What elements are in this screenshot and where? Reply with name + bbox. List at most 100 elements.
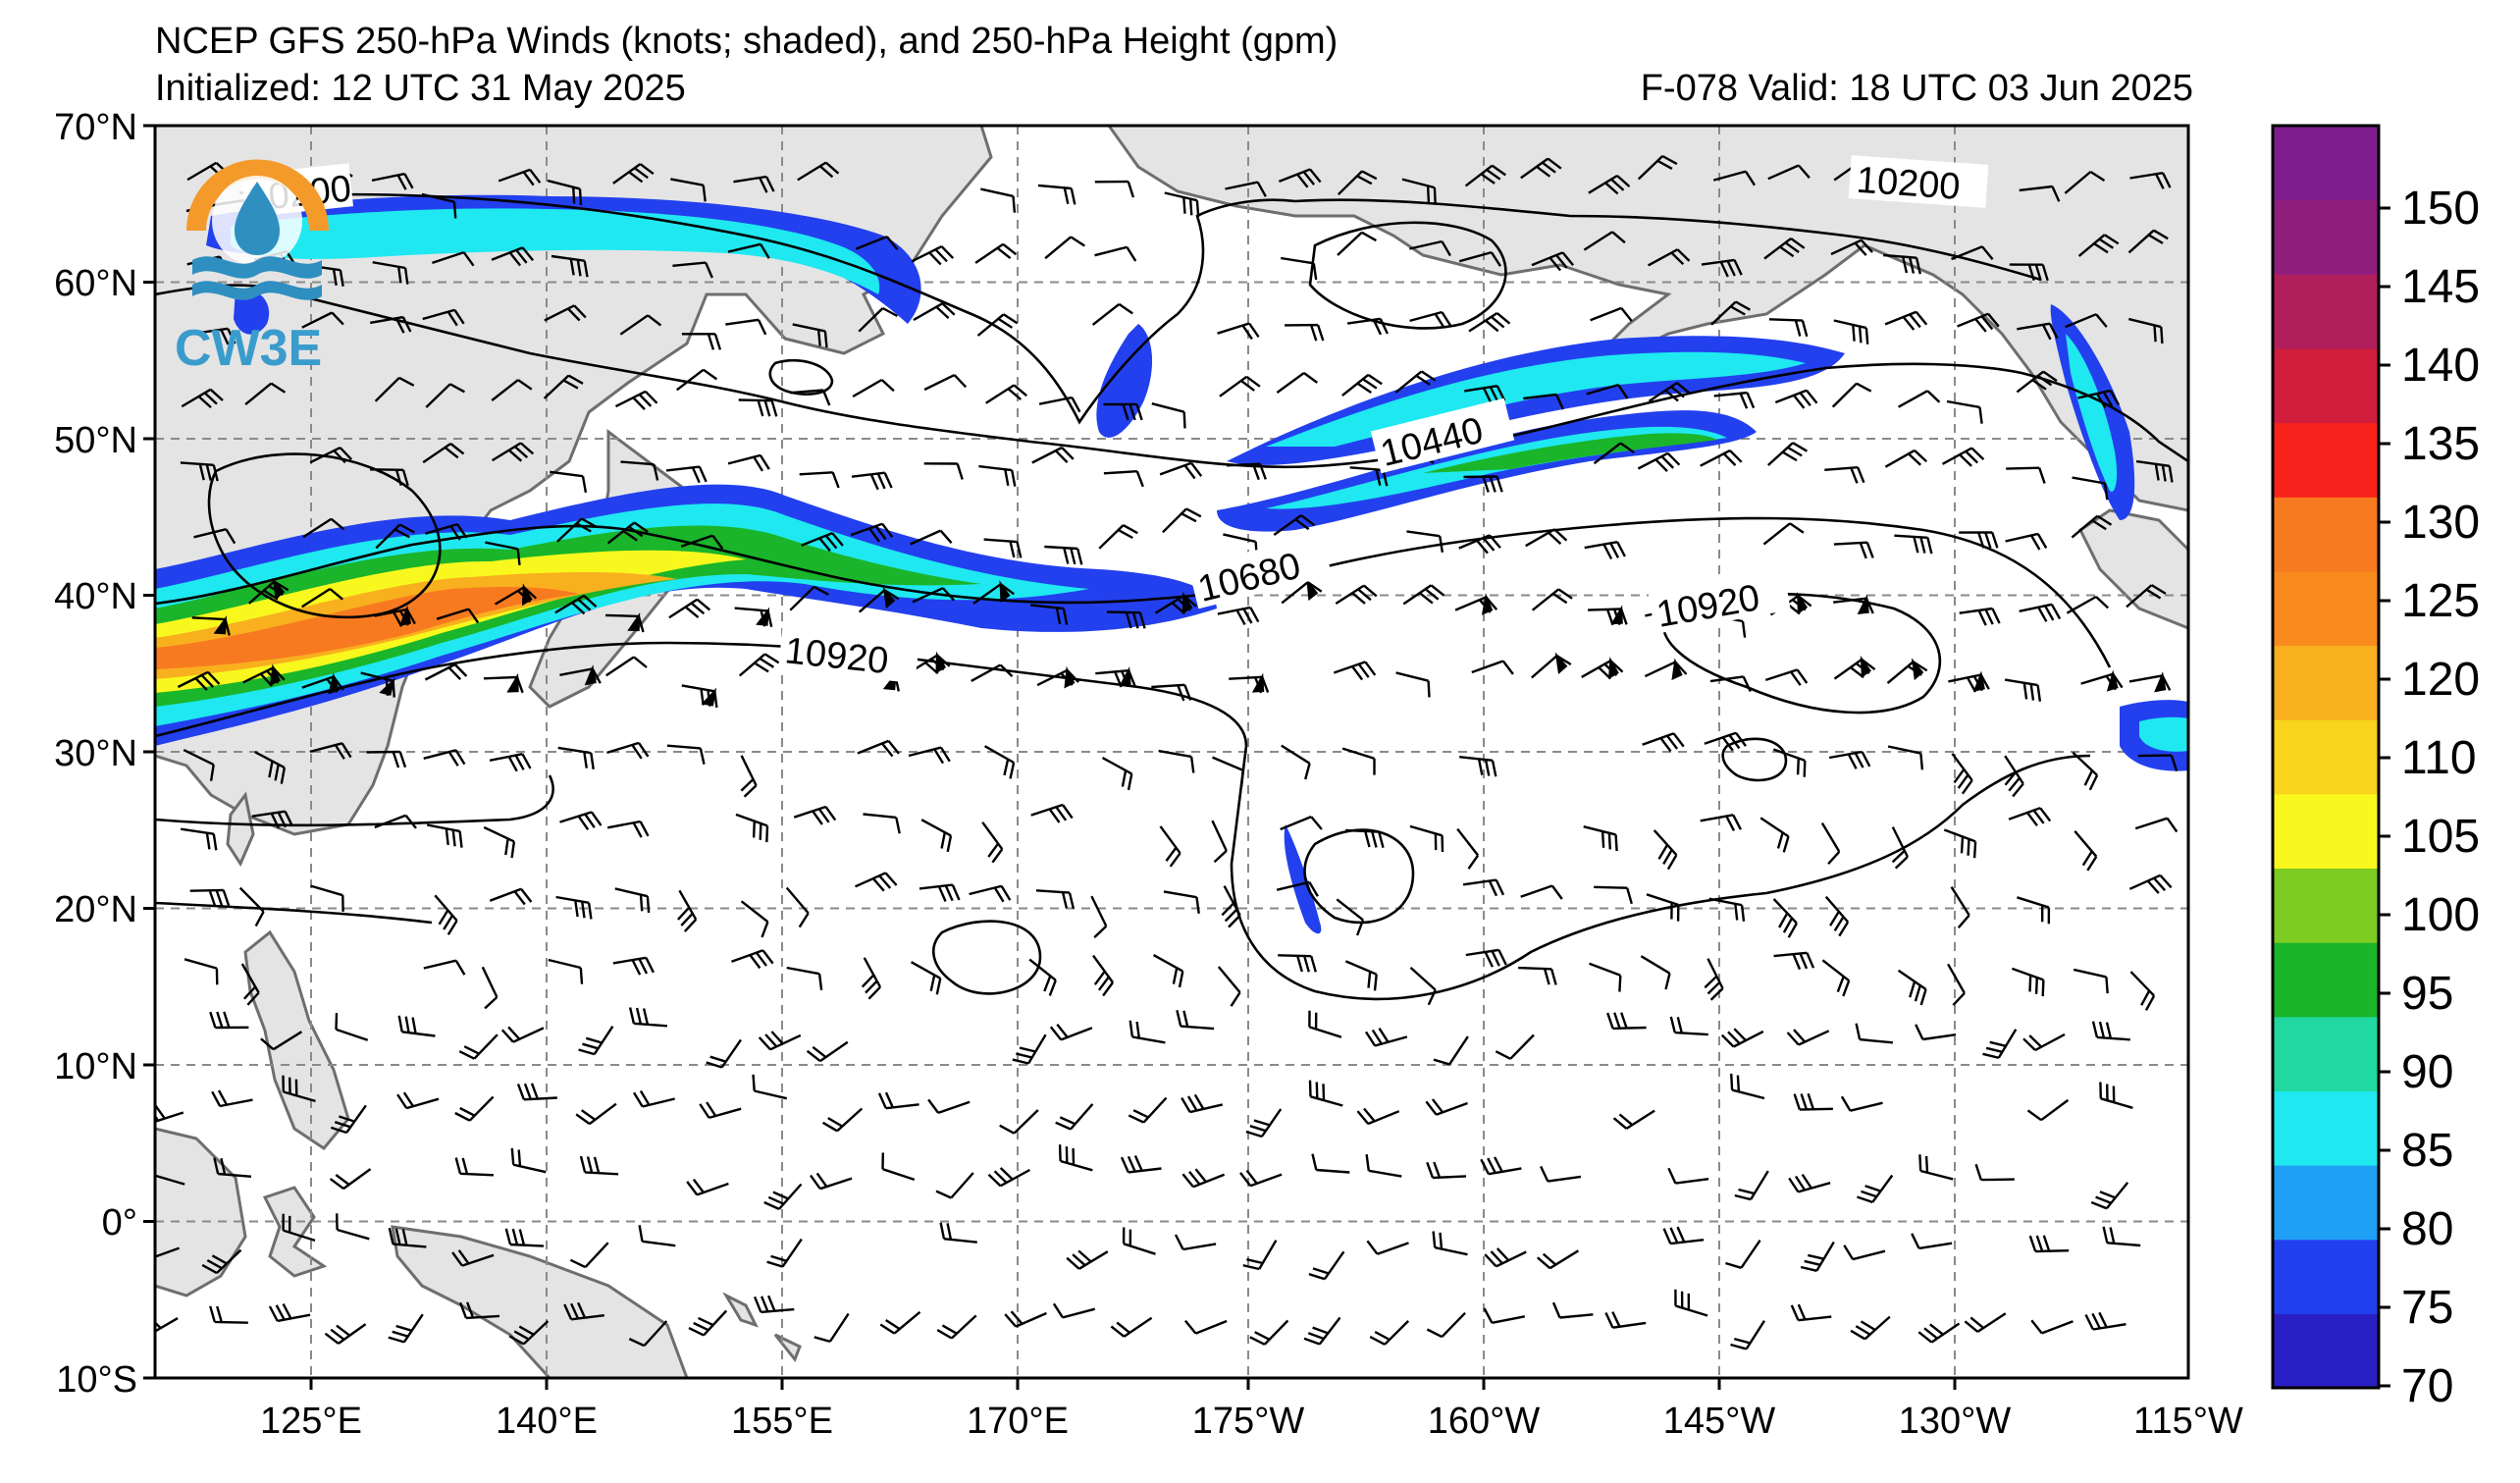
colorbar-label-70: 70 <box>2401 1360 2453 1412</box>
wind-barb <box>489 887 533 906</box>
wind-barb <box>1531 588 1573 611</box>
wind-barb <box>1946 399 1983 424</box>
wind-barb <box>632 1089 675 1108</box>
wind-barb <box>1763 238 1806 260</box>
wind-barb <box>666 744 706 765</box>
wind-barb <box>1181 1093 1224 1114</box>
wind-barb <box>763 1183 803 1210</box>
wind-barb <box>1642 732 1685 753</box>
wind-barb <box>686 1178 729 1196</box>
wind-barb <box>310 884 344 912</box>
wind-barb <box>619 314 662 336</box>
wind-barb <box>1037 184 1076 205</box>
wind-barb <box>451 1249 495 1267</box>
wind-barb <box>189 888 231 907</box>
wind-barb <box>2134 817 2179 833</box>
wind-barb-flag <box>1608 657 1619 679</box>
wind-barb <box>1394 370 1437 394</box>
wind-barb <box>978 464 1017 487</box>
wind-barb <box>1713 391 1756 409</box>
wind-barb <box>423 959 466 976</box>
wind-barb <box>1464 164 1506 187</box>
colorbar-segment <box>2273 1090 2379 1166</box>
lat-label-10n: 10°N <box>54 1046 137 1087</box>
wind-barb <box>1730 1320 1766 1351</box>
wind-barb <box>1458 534 1501 555</box>
wind-barb <box>244 382 287 406</box>
wind-barb <box>309 742 352 760</box>
wind-barb <box>330 1104 367 1135</box>
wind-barb <box>2026 1098 2070 1122</box>
wind-barb <box>1588 608 1628 626</box>
wind-barb <box>2090 1182 2129 1210</box>
wind-barb <box>2022 1033 2066 1052</box>
contour-subtropical-2 <box>155 901 433 925</box>
wind-barb <box>850 522 894 543</box>
wind-barb <box>1004 1310 1047 1328</box>
wind-barb <box>1468 311 1511 333</box>
wind-barb <box>725 318 767 336</box>
wind-barb <box>1786 1029 1830 1046</box>
wind-barb <box>1221 885 1241 928</box>
wind-barb <box>1055 1103 1094 1131</box>
wind-barb <box>1957 312 2000 333</box>
wind-barb-flag <box>584 664 597 686</box>
wind-barb-flag <box>506 672 519 693</box>
wind-barb <box>425 522 468 541</box>
wind-barb <box>1163 890 1200 914</box>
wind-barb <box>680 534 724 550</box>
wind-barb <box>1303 1316 1341 1346</box>
wind-barb <box>1095 669 1136 688</box>
wind-barb <box>2006 466 2046 484</box>
wind-barb <box>491 442 535 462</box>
colorbar-segment <box>2273 793 2379 869</box>
wind-barb <box>329 1168 372 1191</box>
colorbar-label-100: 100 <box>2401 889 2480 941</box>
wind-barb <box>606 521 649 545</box>
wind-barb <box>731 949 774 970</box>
lon-label-115w: 115°W <box>2133 1401 2243 1442</box>
wind-barb <box>436 608 480 624</box>
wind-barb-flag <box>1554 652 1568 675</box>
wind-barb <box>2129 971 2156 1011</box>
contour-low-cell-3 <box>768 358 834 396</box>
wind-barb <box>1480 1156 1522 1176</box>
wind-barb <box>857 739 900 758</box>
wind-barb <box>1276 880 1319 897</box>
jet-core-band-red <box>155 586 579 669</box>
wind-barb <box>1308 1080 1343 1107</box>
wind-barb <box>1712 170 1757 186</box>
wind-barb <box>1964 1312 2007 1333</box>
colorbar-label-145: 145 <box>2401 261 2480 313</box>
wind-barb <box>426 823 463 848</box>
wind-barb <box>1637 154 1678 181</box>
wind-barb <box>548 958 584 984</box>
wind-barb-flag <box>272 577 286 601</box>
wind-barb <box>1709 675 1752 693</box>
longitude-labels: 125°E 140°E 155°E 170°E 175°W 160°W 145°… <box>260 1401 2243 1442</box>
colorbar-segment <box>2273 347 2379 424</box>
wind-barb <box>1029 604 1069 625</box>
wind-barb <box>1898 390 1941 408</box>
wind-barb <box>2065 313 2108 329</box>
wind-barb <box>1537 1249 1580 1270</box>
wind-barb <box>282 1075 316 1103</box>
wind-barb <box>1129 1020 1166 1044</box>
wind-barb <box>976 313 1019 337</box>
wind-barb <box>1031 446 1075 464</box>
wind-barb <box>184 958 219 985</box>
wind-barb <box>211 1089 253 1108</box>
wind-barb <box>181 388 224 408</box>
lon-label-145w: 145°W <box>1663 1401 1776 1442</box>
wind-barb <box>2009 263 2049 282</box>
wind-barb <box>251 810 293 829</box>
wind-barb <box>1058 1144 1093 1172</box>
wind-barb <box>1857 1174 1894 1204</box>
wind-barb <box>1483 1307 1526 1324</box>
wind-barb <box>877 1091 919 1110</box>
wind-barb <box>1278 954 1317 973</box>
lon-label-140e: 140°E <box>496 1401 598 1442</box>
wind-barb <box>980 187 1017 213</box>
wind-barb <box>1181 1168 1226 1189</box>
wind-barb <box>1365 1154 1402 1178</box>
